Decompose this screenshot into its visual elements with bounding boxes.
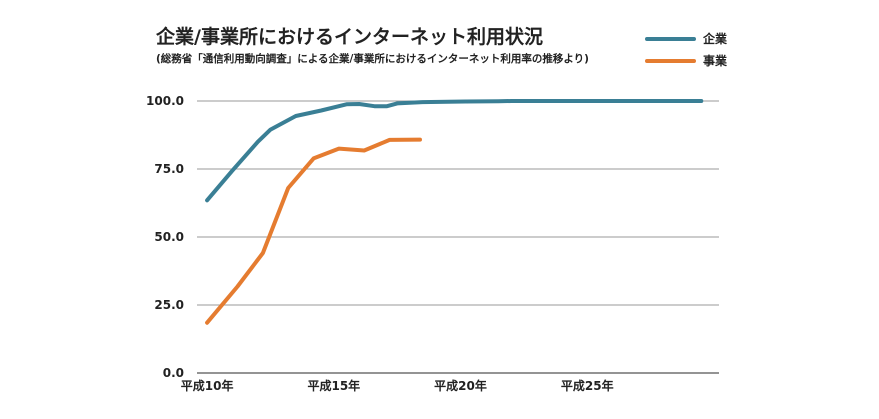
y-tick-label: 50.0 xyxy=(154,230,184,244)
y-tick-label: 75.0 xyxy=(154,162,184,176)
gridlines xyxy=(197,100,719,374)
x-tick-label: 平成25年 xyxy=(561,378,614,393)
chart-subtitle: (総務省「通信利用動向調査」による企業/事業所におけるインターネット利用率の推移… xyxy=(156,52,589,65)
x-tick-label: 平成10年 xyxy=(181,378,234,393)
y-tick-label: 0.0 xyxy=(163,366,184,380)
series-line-0 xyxy=(205,99,704,203)
legend-label: 事業 xyxy=(703,53,728,68)
y-tick-label: 100.0 xyxy=(146,94,184,108)
x-axis-ticks: 平成10年 平成15年 平成20年 平成25年 xyxy=(181,378,614,393)
y-tick-label: 25.0 xyxy=(154,298,184,312)
legend-label: 企業 xyxy=(702,31,728,46)
x-tick-label: 平成15年 xyxy=(307,378,360,393)
chart-title: 企業/事業所におけるインターネット利用状況 xyxy=(155,25,543,48)
series-line-1 xyxy=(205,137,422,325)
x-tick-label: 平成20年 xyxy=(434,378,487,393)
y-axis-ticks: 0.0 25.0 50.0 75.0 100.0 xyxy=(146,94,184,380)
series-lines xyxy=(205,99,704,325)
